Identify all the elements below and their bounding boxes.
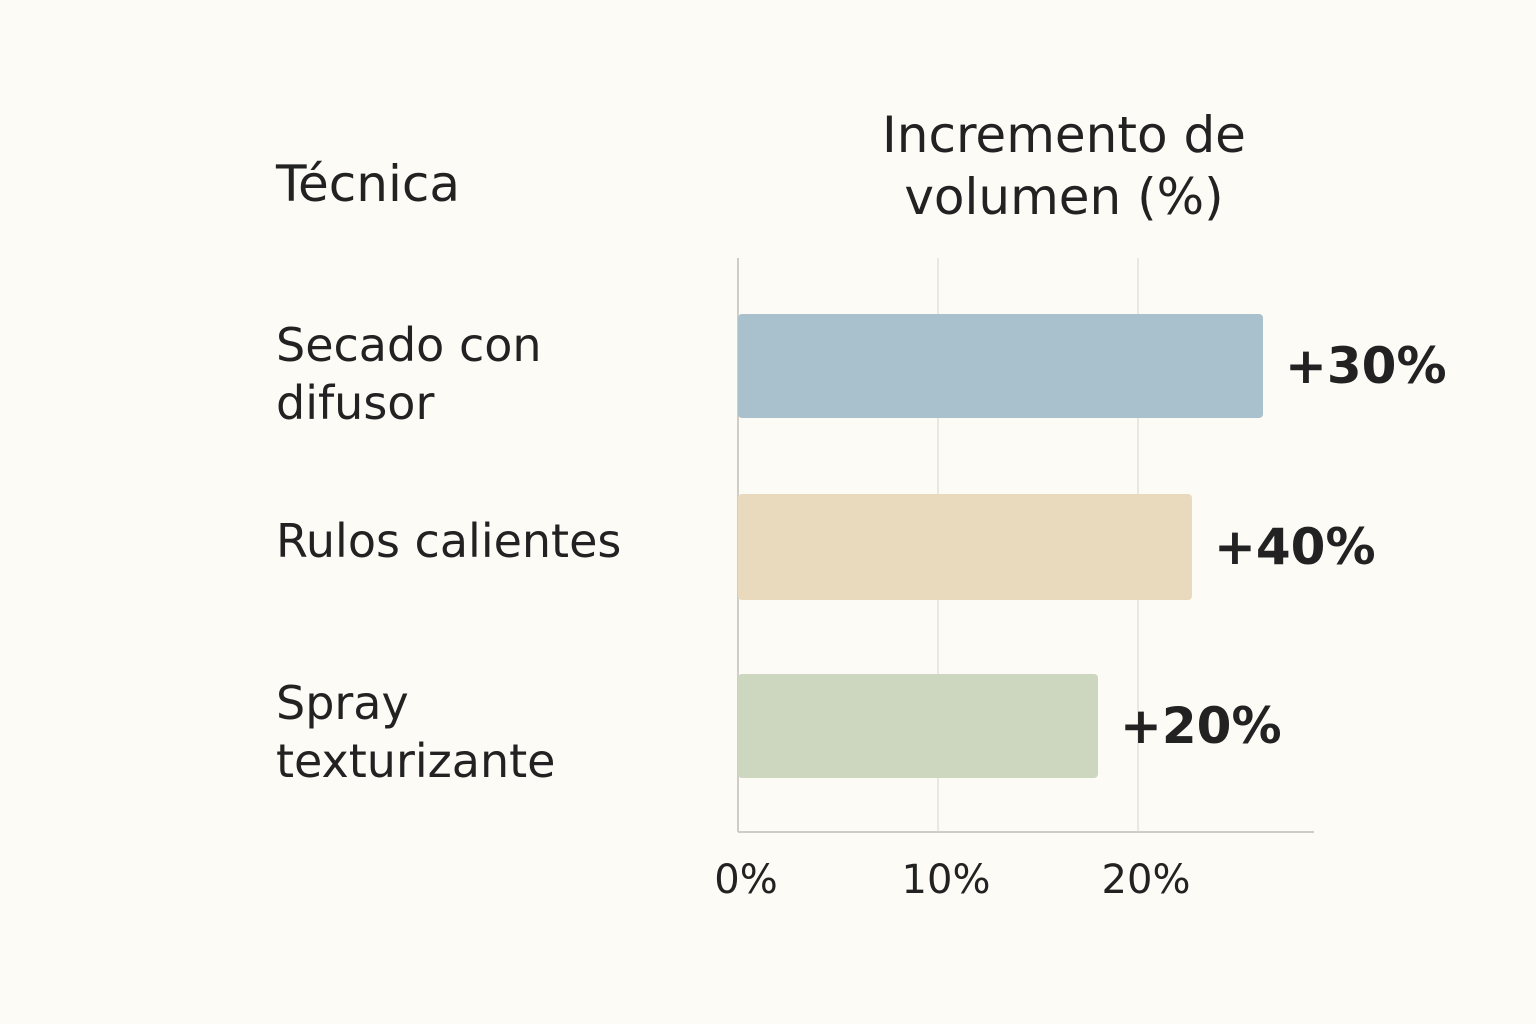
x-tick-label: 0% <box>714 857 778 903</box>
category-label: Secado con difusor <box>276 318 542 430</box>
bar-value-label: +30% <box>1285 337 1447 395</box>
x-tick-label: 10% <box>901 857 991 903</box>
bar-value-label: +40% <box>1214 518 1376 576</box>
bar-value-label: +20% <box>1120 697 1282 755</box>
bar <box>738 494 1192 600</box>
category-label: Rulos calientes <box>276 514 622 568</box>
category-label: Spray texturizante <box>276 676 556 788</box>
bar <box>738 674 1098 778</box>
value-column-header: Incremento de volumen (%) <box>882 106 1246 226</box>
category-column-header: Técnica <box>276 155 461 213</box>
bar <box>738 314 1263 418</box>
x-tick-label: 20% <box>1101 857 1191 903</box>
